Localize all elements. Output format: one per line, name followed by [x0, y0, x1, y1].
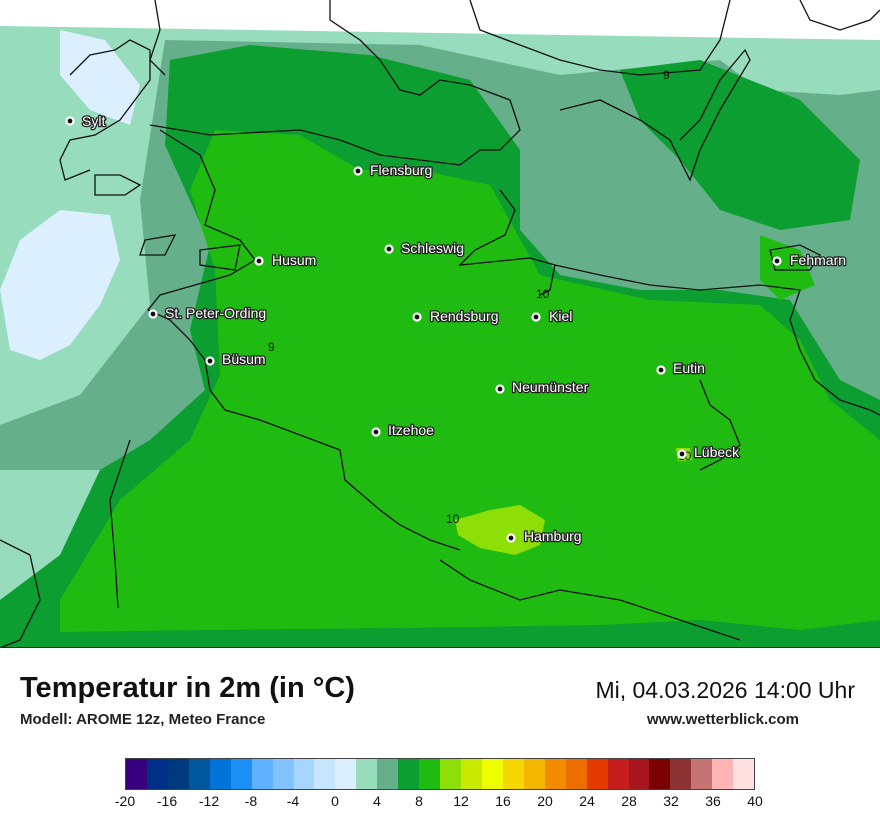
- city-marker-schleswig: Schleswig: [384, 239, 465, 257]
- legend-swatch: [712, 759, 734, 789]
- legend-tick-label: 16: [495, 793, 511, 809]
- city-label: Rendsburg: [430, 308, 499, 324]
- legend-swatch: [356, 759, 378, 789]
- legend-swatch: [188, 759, 210, 789]
- temp-zone-darkgreen-north: [620, 60, 860, 230]
- color-legend-ticks: -20 -16 -12 -8 -4 0 4 8 12 16 20 24 28 32 36 40: [115, 793, 763, 813]
- legend-swatch: [670, 759, 692, 789]
- temp-zone-green-eastpatch: [760, 235, 815, 300]
- legend-swatch: [230, 759, 252, 789]
- city-label: Flensburg: [370, 162, 432, 178]
- map-title: Temperatur in 2m (in °C): [20, 672, 355, 704]
- temp-zone-cold-west: [0, 210, 120, 360]
- legend-swatch: [314, 759, 336, 789]
- legend-swatch: [146, 759, 168, 789]
- legend-swatch: [293, 759, 315, 789]
- coastlines: [0, 0, 880, 648]
- legend-swatch: [419, 759, 441, 789]
- legend-tick-label: -12: [198, 793, 220, 809]
- legend-tick-label: 4: [373, 793, 381, 809]
- city-marker-hamburg: Hamburg: [506, 527, 583, 545]
- city-label: Kiel: [549, 308, 572, 324]
- color-legend-bar: [125, 758, 755, 790]
- legend-swatch: [565, 759, 587, 789]
- city-label: Neumünster: [512, 379, 589, 395]
- legend-swatch: [628, 759, 650, 789]
- legend-tick-label: 24: [579, 793, 595, 809]
- legend-swatch: [461, 759, 482, 789]
- legend-tick-label: -20: [114, 793, 136, 809]
- legend-swatch: [440, 759, 461, 789]
- city-label: St. Peter-Ording: [165, 305, 266, 321]
- legend-swatch: [126, 759, 147, 789]
- legend-tick-label: -8: [244, 793, 258, 809]
- legend-tick-label: 36: [705, 793, 721, 809]
- legend-tick-label: 40: [747, 793, 763, 809]
- legend-tick-label: -16: [156, 793, 178, 809]
- legend-tick-label: -4: [286, 793, 300, 809]
- legend-tick-label: 0: [331, 793, 339, 809]
- temp-zone-cold-north: [60, 30, 140, 125]
- legend-swatch: [607, 759, 629, 789]
- legend-tick-label: 8: [415, 793, 423, 809]
- city-marker-fehmarn: Fehmarn: [772, 251, 847, 269]
- website-link[interactable]: www.wetterblick.com: [647, 711, 799, 728]
- contour-label: 9: [663, 68, 670, 82]
- legend-tick-label: 20: [537, 793, 553, 809]
- temperature-map: 9 9 10 10 10 Sylt Flensburg Schleswig Hu…: [0, 0, 880, 648]
- city-marker-st-peter-ording: St. Peter-Ording: [148, 304, 267, 322]
- legend-swatch: [335, 759, 357, 789]
- legend-swatch: [733, 759, 755, 789]
- city-marker-eutin: Eutin: [656, 359, 706, 377]
- legend-swatch: [502, 759, 524, 789]
- city-marker-kiel: Kiel: [531, 307, 574, 325]
- city-marker-buesum: Büsum: [205, 350, 267, 368]
- city-label: Eutin: [673, 360, 705, 376]
- city-label: Husum: [272, 252, 316, 268]
- city-label: Büsum: [222, 351, 266, 367]
- legend-swatch: [691, 759, 713, 789]
- contour-label: 10: [446, 512, 460, 526]
- city-label: Schleswig: [401, 240, 464, 256]
- city-marker-luebeck: Lübeck: [677, 443, 741, 461]
- legend-tick-label: 28: [621, 793, 637, 809]
- city-marker-itzehoe: Itzehoe: [371, 421, 435, 439]
- city-marker-husum: Husum: [254, 251, 318, 269]
- city-marker-neumuenster: Neumünster: [495, 378, 590, 396]
- map-subtitle: Modell: AROME 12z, Meteo France: [20, 711, 266, 728]
- legend-tick-label: 12: [453, 793, 469, 809]
- contour-label: 10: [536, 287, 550, 301]
- city-label: Hamburg: [524, 528, 582, 544]
- legend-swatch: [377, 759, 399, 789]
- legend-swatch: [544, 759, 566, 789]
- legend-swatch: [272, 759, 294, 789]
- forecast-datetime: Mi, 04.03.2026 14:00 Uhr: [595, 677, 855, 703]
- legend-swatch: [251, 759, 273, 789]
- temp-zone-warm-hamburg: [455, 505, 545, 555]
- legend-swatch: [649, 759, 671, 789]
- legend-swatch: [586, 759, 608, 789]
- legend-swatch: [523, 759, 545, 789]
- temp-zone-green: [60, 130, 880, 632]
- city-marker-rendsburg: Rendsburg: [412, 307, 500, 325]
- legend-swatch: [398, 759, 420, 789]
- city-label: Sylt: [82, 113, 105, 129]
- legend-swatch: [481, 759, 503, 789]
- contour-label: 9: [268, 340, 275, 354]
- city-label: Itzehoe: [388, 422, 434, 438]
- city-marker-flensburg: Flensburg: [353, 161, 434, 179]
- legend-swatch: [167, 759, 189, 789]
- city-label: Fehmarn: [790, 252, 846, 268]
- city-label: Lübeck: [694, 444, 740, 460]
- city-marker-sylt: Sylt: [65, 112, 107, 130]
- legend-tick-label: 32: [663, 793, 679, 809]
- legend-swatch: [209, 759, 231, 789]
